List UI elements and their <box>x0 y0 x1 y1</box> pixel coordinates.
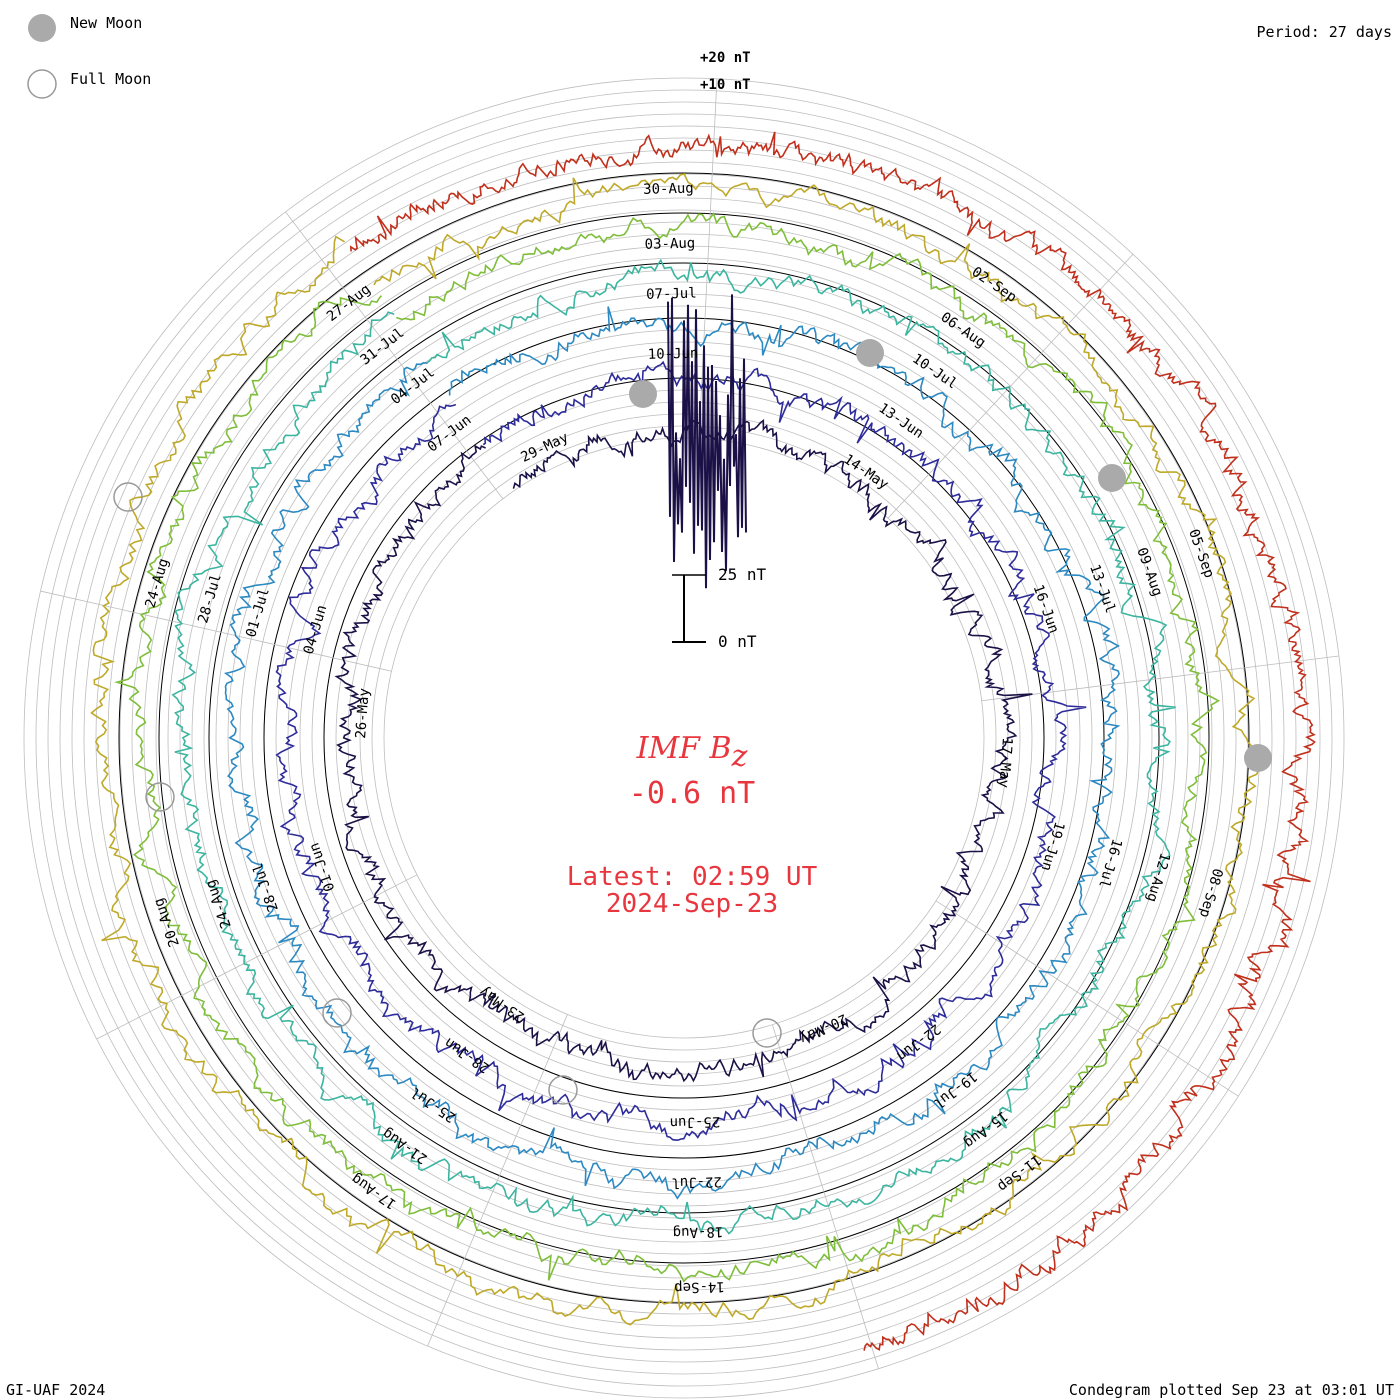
date-label: 26-May <box>353 688 373 740</box>
guide-ring <box>71 125 1297 1351</box>
guide-ring <box>35 89 1333 1387</box>
new-moon-marker <box>856 339 884 367</box>
center-title-main: IMF B <box>636 731 732 766</box>
date-label: 20-Aug <box>151 896 183 949</box>
series-line <box>334 419 1033 1083</box>
guide-ring <box>239 293 1129 1183</box>
legend-new-moon: New Moon <box>70 14 142 32</box>
series-spike <box>667 294 747 589</box>
legend: New Moon Full Moon <box>27 14 151 99</box>
radial-spoke <box>935 900 1239 1097</box>
guide-ring <box>191 245 1177 1231</box>
radial-spoke <box>427 1014 568 1347</box>
date-label: 01-Jul <box>243 586 273 639</box>
guide-ring <box>227 281 1141 1195</box>
radial-spoke <box>285 211 504 500</box>
guide-ring <box>155 209 1213 1267</box>
ring-scale-20: +20 nT <box>700 50 751 66</box>
date-label: 03-Aug <box>644 235 695 252</box>
date-label: 24-Aug <box>203 877 235 930</box>
radial-spoke <box>772 1024 879 1369</box>
guide-ring <box>179 233 1189 1243</box>
guide-rings <box>23 77 1345 1399</box>
period-label: Period: 27 days <box>1257 23 1392 41</box>
guide-ring <box>251 305 1117 1171</box>
date-label: 20-May <box>797 1010 850 1046</box>
scale-label-0: 0 nT <box>718 632 757 651</box>
center-latest: Latest: 02:59 UT <box>567 862 818 892</box>
series-line <box>171 258 1176 1235</box>
center-date: 2024-Sep-23 <box>606 889 778 919</box>
new-moon-icon <box>28 14 56 42</box>
series-traces <box>90 131 1316 1351</box>
guide-ring <box>83 137 1285 1339</box>
radial-spoke <box>981 655 1339 702</box>
series-line <box>349 131 1316 1351</box>
center-readout: IMF Bz -0.6 nT Latest: 02:59 UT 2024-Sep… <box>567 731 818 919</box>
new-moon-marker <box>1244 744 1272 772</box>
center-title: IMF Bz <box>636 731 748 774</box>
date-label: 09-Aug <box>1133 546 1165 599</box>
moon-markers <box>113 339 1272 1105</box>
guide-ring <box>47 101 1321 1375</box>
date-label: 18-Aug <box>673 1223 724 1240</box>
full-moon-marker <box>752 1018 782 1048</box>
date-label: 02-Sep <box>969 264 1020 306</box>
revolution-ring <box>263 317 1105 1159</box>
full-moon-marker <box>548 1075 578 1105</box>
date-label: 04-Jun <box>301 603 331 656</box>
footer-plotted: Condegram plotted Sep 23 at 03:01 UT <box>1069 1381 1394 1399</box>
full-moon-marker <box>145 782 175 812</box>
guide-ring <box>383 437 985 1039</box>
scale-bar: 0 nT 25 nT <box>672 565 767 651</box>
revolution-ring <box>158 212 1210 1264</box>
radial-spoke <box>698 78 718 439</box>
radial-spoke <box>887 253 1134 519</box>
center-value: -0.6 nT <box>629 776 755 811</box>
guide-ring <box>143 197 1225 1279</box>
date-label: 25-Jun <box>669 1113 720 1130</box>
guide-ring <box>95 149 1273 1327</box>
date-label: 15-Aug <box>961 1108 1011 1152</box>
guide-ring <box>215 269 1153 1207</box>
footer-credit: GI-UAF 2024 <box>6 1381 105 1399</box>
series-line <box>90 173 1260 1326</box>
date-label: 08-Sep <box>1196 866 1226 919</box>
date-label: 30-Aug <box>643 180 694 197</box>
date-label: 28-Jul <box>250 861 282 914</box>
ring-scale-10: +10 nT <box>700 77 751 93</box>
legend-full-moon: Full Moon <box>70 70 151 88</box>
guide-ring <box>107 161 1261 1315</box>
date-label: 22-Jul <box>671 1173 722 1190</box>
guide-ring <box>131 185 1237 1291</box>
date-label: 24-Aug <box>142 557 172 610</box>
series-line <box>275 360 1087 1141</box>
date-label: 17-May <box>995 737 1015 789</box>
revolution-ring <box>208 262 1160 1214</box>
date-label: 14-Sep <box>674 1278 725 1295</box>
date-label: 16-Jul <box>1095 837 1125 890</box>
new-moon-marker <box>1098 464 1126 492</box>
center-title-sub: z <box>731 739 748 774</box>
scale-label-25: 25 nT <box>718 565 767 584</box>
radial-spoke <box>96 874 418 1040</box>
new-moon-marker <box>629 380 657 408</box>
full-moon-icon <box>27 69 57 99</box>
radial-spokes <box>40 78 1339 1369</box>
full-moon-marker <box>322 998 352 1028</box>
guide-ring <box>23 77 1345 1399</box>
date-label: 07-Jul <box>646 285 697 302</box>
date-label: 16-Jun <box>1030 583 1062 636</box>
date-label: 10-Jun <box>648 345 699 362</box>
date-label: 11-Sep <box>994 1151 1044 1195</box>
series-line <box>114 212 1221 1283</box>
radial-spoke <box>40 590 392 672</box>
date-label: 31-Jul <box>358 325 408 369</box>
full-moon-marker <box>113 482 143 512</box>
